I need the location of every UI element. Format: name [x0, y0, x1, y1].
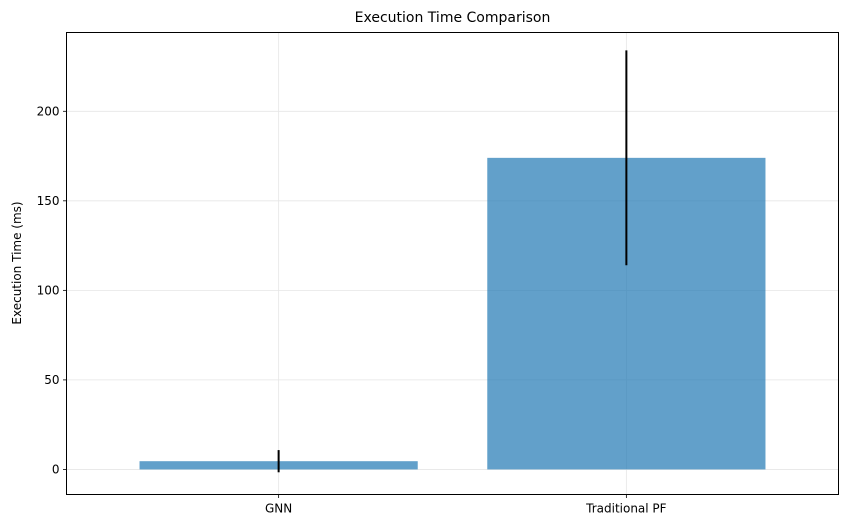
y-tick-label: 200: [37, 104, 60, 118]
y-axis-label: Execution Time (ms): [10, 201, 24, 324]
x-tick-label: Traditional PF: [585, 502, 667, 516]
x-tick-label: GNN: [265, 502, 292, 516]
plot-frame: [66, 32, 839, 495]
error-bars-layer: [277, 50, 628, 473]
y-tick-label: 0: [52, 462, 60, 476]
y-tick-label: 150: [37, 194, 60, 208]
y-tick-label: 50: [44, 373, 59, 387]
chart-title: Execution Time Comparison: [355, 10, 551, 26]
bars-layer: [139, 157, 766, 470]
ticks-layer: 0 50 100 150 200 GNN Traditional PF: [37, 104, 667, 515]
y-tick-label: 100: [37, 283, 60, 297]
